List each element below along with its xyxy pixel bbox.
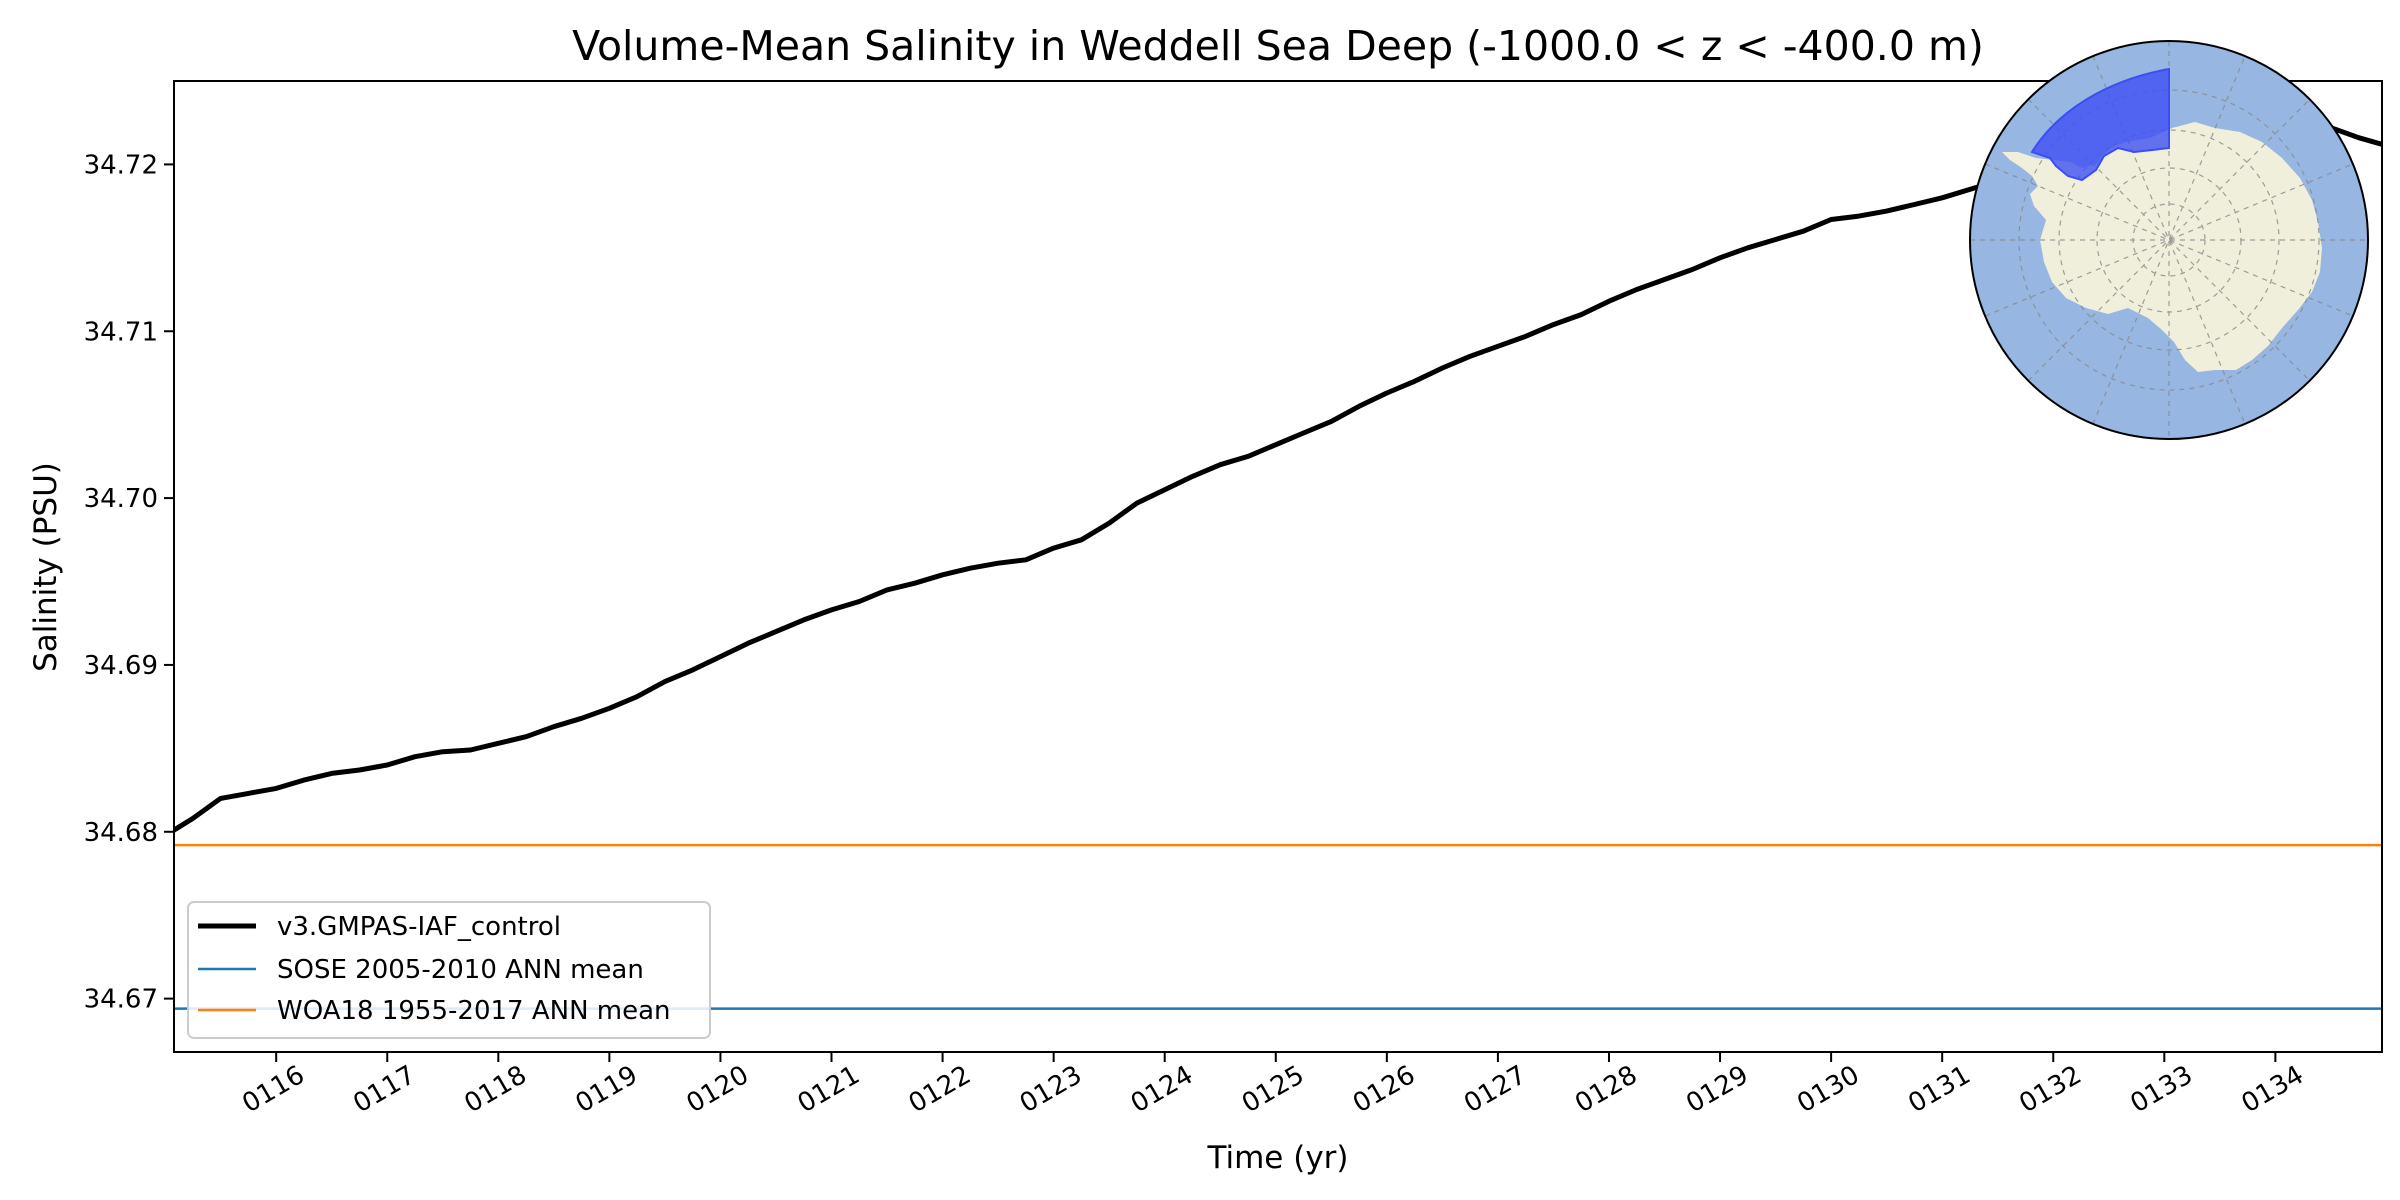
x-tick-label: 0129 xyxy=(1681,1060,1753,1119)
x-axis-label: Time (yr) xyxy=(1207,1140,1349,1176)
x-tick-label: 0121 xyxy=(793,1060,865,1119)
legend: v3.GMPAS-IAF_control SOSE 2005-2010 ANN … xyxy=(187,901,711,1039)
antarctica-inset-map xyxy=(1969,40,2369,440)
x-tick-label: 0120 xyxy=(682,1060,754,1119)
legend-label-model: v3.GMPAS-IAF_control xyxy=(277,912,561,942)
x-tick-label: 0130 xyxy=(1792,1060,1864,1119)
y-tick-label: 34.71 xyxy=(84,317,158,347)
y-tick-label: 34.70 xyxy=(84,484,158,514)
x-tick-label: 0122 xyxy=(904,1060,976,1119)
y-tick-label: 34.72 xyxy=(84,150,158,180)
legend-label-woa: WOA18 1955-2017 ANN mean xyxy=(277,996,671,1026)
x-tick-label: 0134 xyxy=(2237,1060,2309,1119)
x-tick-label: 0117 xyxy=(348,1060,420,1119)
x-tick-label: 0133 xyxy=(2126,1060,2198,1119)
x-tick-label: 0123 xyxy=(1015,1060,1087,1119)
y-axis-label: Salinity (PSU) xyxy=(28,462,64,672)
y-tick-label: 34.67 xyxy=(84,985,158,1015)
x-tick-label: 0116 xyxy=(237,1060,309,1119)
y-axis-ticks: 34.67 34.68 34.69 34.70 34.71 34.72 xyxy=(84,150,174,1015)
legend-label-sose: SOSE 2005-2010 ANN mean xyxy=(277,955,644,985)
x-tick-label: 0119 xyxy=(571,1060,643,1119)
y-tick-label: 34.68 xyxy=(84,818,158,848)
x-tick-label: 0126 xyxy=(1348,1060,1420,1119)
x-tick-label: 0131 xyxy=(1903,1060,1975,1119)
legend-box xyxy=(187,901,711,1039)
x-axis-ticks: 0116 0117 0118 0119 0120 0121 0122 0123 0124 0125… xyxy=(237,1052,2309,1119)
x-tick-label: 0128 xyxy=(1570,1060,1642,1119)
x-tick-label: 0132 xyxy=(2014,1060,2086,1119)
x-tick-label: 0127 xyxy=(1459,1060,1531,1119)
x-tick-label: 0118 xyxy=(460,1060,532,1119)
inset-weddell-sea-region xyxy=(2030,67,2170,182)
inset-antarctica-land xyxy=(2002,122,2322,372)
axes-frame xyxy=(173,80,2383,1053)
chart-title: Volume-Mean Salinity in Weddell Sea Deep… xyxy=(572,22,1984,70)
y-tick-label: 34.69 xyxy=(84,651,158,681)
x-tick-label: 0124 xyxy=(1126,1060,1198,1119)
inset-map-border xyxy=(1969,40,2369,440)
inset-graticule xyxy=(1970,41,2368,439)
x-tick-label: 0125 xyxy=(1237,1060,1309,1119)
